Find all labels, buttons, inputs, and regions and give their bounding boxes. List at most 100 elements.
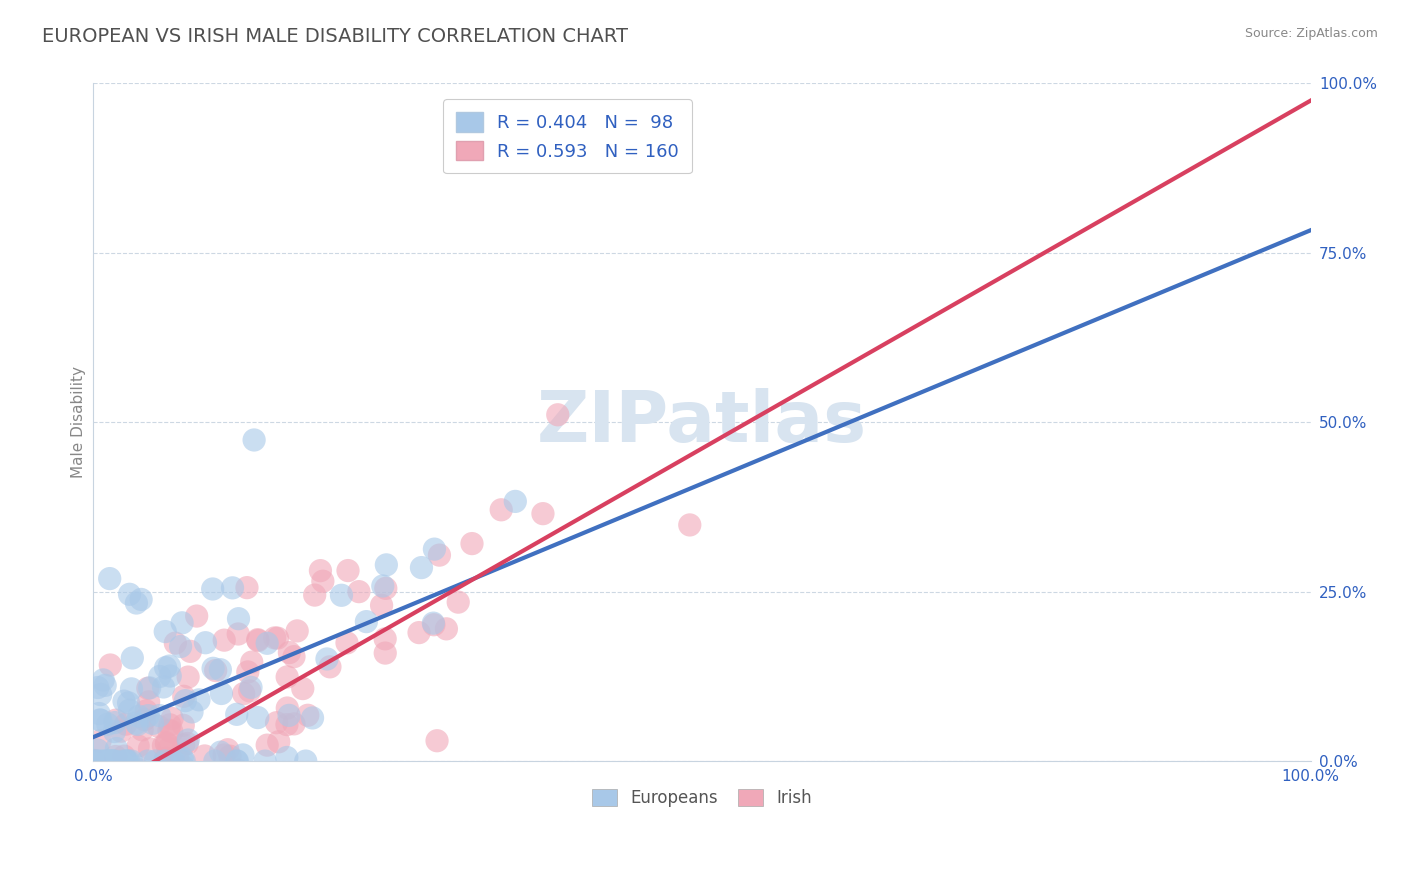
Legend: Europeans, Irish: Europeans, Irish: [585, 782, 818, 814]
Point: [104, 749, 127, 764]
Point: [153, 754, 176, 768]
Point: [301, 711, 323, 725]
Point: [191, 766, 214, 780]
Point: [226, 627, 249, 641]
Point: [83, 788, 105, 802]
Point: [152, 739, 174, 753]
Point: [176, 736, 198, 750]
Point: [263, 631, 285, 645]
Point: [107, 788, 129, 802]
Point: [160, 788, 183, 802]
Point: [100, 788, 122, 802]
Point: [201, 582, 224, 596]
Point: [173, 754, 195, 768]
Point: [149, 788, 172, 802]
Point: [172, 718, 194, 732]
Point: [276, 670, 298, 684]
Point: [174, 772, 197, 786]
Point: [100, 788, 122, 802]
Point: [221, 788, 243, 802]
Point: [304, 588, 326, 602]
Point: [221, 581, 243, 595]
Text: Source: ZipAtlas.com: Source: ZipAtlas.com: [1244, 27, 1378, 40]
Point: [225, 707, 247, 722]
Point: [232, 687, 254, 701]
Point: [100, 754, 122, 768]
Point: [172, 615, 194, 630]
Point: [246, 710, 269, 724]
Point: [246, 632, 269, 647]
Point: [411, 560, 433, 574]
Point: [243, 433, 266, 447]
Point: [159, 669, 181, 683]
Point: [194, 636, 217, 650]
Point: [276, 750, 298, 764]
Point: [104, 788, 127, 802]
Point: [104, 788, 127, 802]
Point: [125, 788, 148, 802]
Point: [505, 494, 527, 508]
Point: [121, 788, 143, 802]
Point: [240, 655, 263, 669]
Point: [157, 741, 180, 756]
Point: [111, 754, 134, 768]
Point: [177, 670, 200, 684]
Point: [155, 660, 177, 674]
Point: [104, 713, 127, 727]
Point: [422, 616, 444, 631]
Point: [371, 579, 394, 593]
Point: [374, 632, 396, 646]
Point: [423, 542, 446, 557]
Point: [236, 581, 259, 595]
Point: [489, 503, 512, 517]
Point: [179, 644, 201, 658]
Point: [429, 548, 451, 562]
Point: [94, 754, 117, 768]
Point: [423, 617, 446, 632]
Point: [89, 788, 111, 802]
Point: [283, 649, 305, 664]
Point: [159, 718, 181, 732]
Point: [91, 673, 114, 687]
Point: [162, 754, 184, 768]
Point: [155, 624, 177, 639]
Point: [86, 743, 108, 757]
Point: [111, 788, 134, 802]
Point: [138, 742, 160, 756]
Point: [84, 788, 107, 802]
Point: [172, 760, 194, 774]
Point: [110, 724, 132, 739]
Point: [408, 625, 430, 640]
Point: [215, 788, 238, 802]
Point: [204, 664, 226, 678]
Point: [118, 587, 141, 601]
Point: [309, 564, 332, 578]
Point: [124, 788, 146, 802]
Point: [117, 696, 139, 710]
Point: [347, 584, 370, 599]
Point: [226, 754, 249, 768]
Point: [108, 788, 131, 802]
Point: [121, 765, 143, 780]
Point: [186, 788, 208, 802]
Point: [212, 633, 235, 648]
Point: [101, 788, 124, 802]
Point: [195, 770, 218, 784]
Point: [104, 788, 127, 802]
Point: [266, 631, 288, 645]
Point: [209, 686, 232, 700]
Point: [228, 612, 250, 626]
Point: [149, 669, 172, 683]
Point: [225, 754, 247, 768]
Point: [83, 754, 105, 768]
Point: [266, 715, 288, 730]
Point: [426, 733, 449, 747]
Point: [83, 754, 105, 768]
Point: [219, 749, 242, 764]
Point: [104, 754, 127, 768]
Point: [209, 663, 232, 677]
Point: [283, 717, 305, 731]
Point: [141, 778, 163, 792]
Point: [148, 772, 170, 786]
Point: [145, 754, 167, 768]
